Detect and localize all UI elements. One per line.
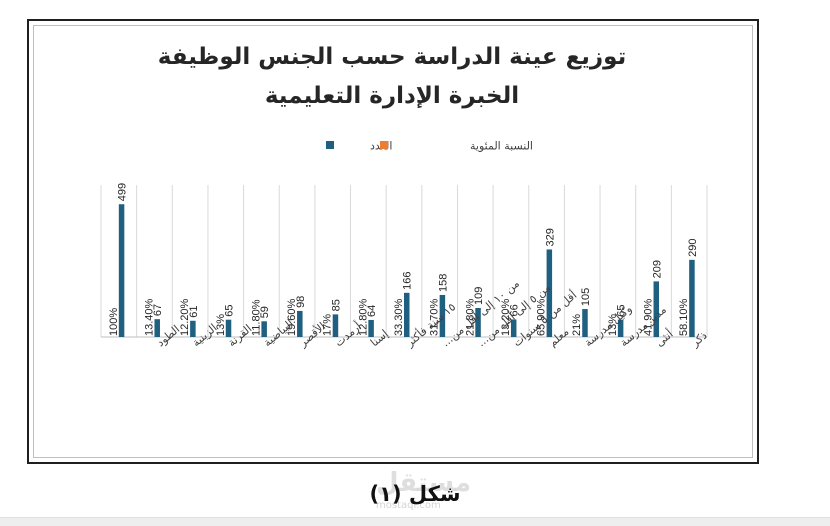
data-label-percent: 19.60%	[286, 298, 298, 336]
data-label-percent: 13.20%	[500, 298, 512, 336]
data-label-count: 65	[224, 304, 236, 316]
bar-count	[653, 281, 660, 337]
data-label-count: 85	[330, 299, 342, 311]
data-label-percent: 65.90%	[536, 298, 548, 336]
data-label-percent: 58.10%	[678, 298, 690, 336]
data-label-count: 109	[473, 287, 485, 305]
bar-count	[190, 320, 196, 337]
bar-count	[546, 249, 553, 337]
chart-grid	[100, 185, 708, 338]
data-label-count: 64	[366, 305, 378, 317]
bar-count	[297, 310, 303, 337]
data-label-count: 105	[580, 288, 592, 306]
data-label-percent: 31.70%	[429, 298, 441, 336]
data-label-percent: 21%	[571, 314, 583, 336]
chart-bars	[118, 204, 695, 337]
bar-count	[475, 307, 481, 337]
data-label-count: 67	[152, 304, 164, 316]
data-label-count: 209	[651, 260, 663, 278]
data-label-count: 166	[402, 271, 414, 289]
data-label-count: 329	[544, 228, 556, 246]
page-bottom-rule	[0, 517, 830, 526]
data-label-count: 66	[509, 304, 521, 316]
data-label-percent: 12.20%	[179, 298, 191, 336]
chart-legend: العددالنسبة المئوية	[326, 140, 533, 153]
bar-count	[689, 259, 695, 337]
data-label-count: 65	[616, 304, 628, 316]
chart-title-line-2: الخبرة الإدارة التعليمية	[265, 83, 519, 109]
chart-frame	[27, 19, 759, 464]
data-label-percent: 11.80%	[250, 299, 262, 336]
bar-count	[261, 321, 267, 337]
legend-swatch	[380, 141, 388, 149]
data-label-count: 59	[259, 306, 271, 318]
data-label-count: 158	[437, 274, 449, 292]
figure-caption: شكل (١)	[369, 482, 461, 506]
data-label-percent: 17%	[322, 314, 334, 336]
bar-count	[617, 319, 624, 337]
chart-title-line-1: توزيع عينة الدراسة حسب الجنس الوظيفة	[158, 44, 626, 70]
data-label-percent: 13.40%	[143, 298, 155, 336]
bar-count	[154, 319, 160, 337]
bar-count	[332, 314, 339, 337]
data-label-count: 61	[188, 306, 200, 318]
bar-count	[225, 319, 232, 337]
bar-count	[368, 319, 374, 337]
legend-label: النسبة المئوية	[470, 140, 533, 153]
bar-count	[510, 319, 517, 337]
watermark-logo: مستقل	[376, 468, 472, 498]
watermark-url: mostaqi.com	[376, 500, 441, 511]
data-label-percent: 21.80%	[464, 298, 476, 336]
data-label-percent: 33.30%	[393, 298, 405, 336]
legend-swatch	[326, 141, 334, 149]
data-label-count: 290	[687, 238, 699, 256]
data-label-percent: 41.90%	[643, 298, 655, 336]
bar-count	[439, 294, 446, 337]
data-label-count: 499	[117, 183, 129, 201]
bar-count	[118, 204, 125, 337]
data-label-percent: 12.80%	[357, 298, 369, 336]
data-label-count: 98	[295, 296, 307, 308]
bar-count	[404, 292, 410, 337]
data-label-percent: 13%	[607, 314, 619, 336]
data-label-percent: 100%	[108, 308, 120, 336]
bar-count	[582, 309, 588, 337]
data-label-percent: 13%	[215, 314, 227, 336]
chart-inner-border	[33, 25, 753, 458]
